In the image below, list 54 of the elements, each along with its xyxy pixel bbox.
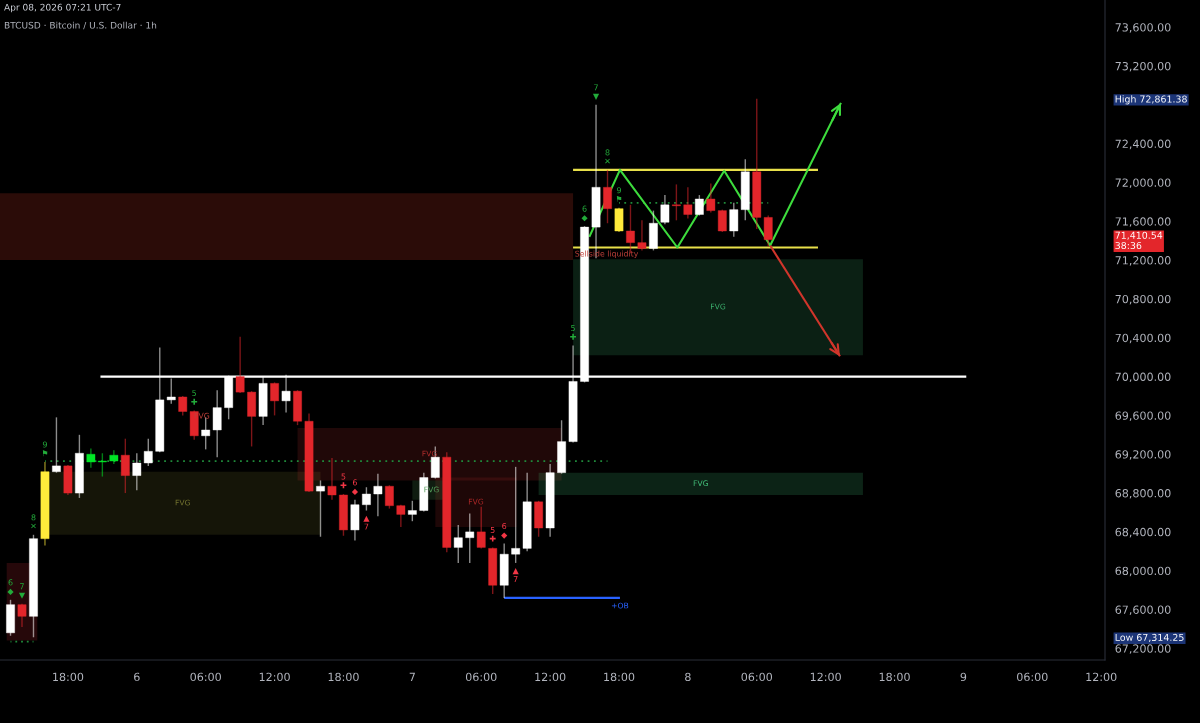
- y-tick-label: 71,410.54 38:36: [1115, 231, 1163, 250]
- x-tick-label: 8: [685, 672, 691, 682]
- y-tick-label: High 72,861.38: [1115, 95, 1187, 105]
- annotation: 9 ⚑: [616, 187, 622, 202]
- y-tick-label: 73,600.00: [1115, 23, 1171, 33]
- x-tick-label: 12:00: [259, 672, 290, 682]
- y-tick-label: Low 67,314.25: [1115, 633, 1184, 642]
- annotation: ▲ 7: [363, 515, 370, 530]
- annotation: 8 ✕: [605, 149, 610, 164]
- annotation: 5 ✚: [340, 473, 347, 489]
- annotation: 9 ⚑: [42, 441, 48, 457]
- annotation: 7 ▼: [592, 84, 600, 100]
- annotation: 6 ◆: [351, 479, 359, 495]
- annotation: 5 ✚: [570, 325, 576, 340]
- x-tick-label: 6: [134, 672, 140, 682]
- y-tick-label: 69,200.00: [1115, 450, 1171, 460]
- x-tick-label: 18:00: [53, 672, 84, 682]
- y-tick-label: 68,800.00: [1115, 489, 1171, 499]
- x-tick-label: 06:00: [741, 672, 773, 682]
- y-tick-label: 68,400.00: [1115, 527, 1171, 538]
- candlestick: [614, 207, 624, 233]
- text: BTCUSD · Bitcoin / U.S. Dollar · 1h: [4, 21, 157, 30]
- chart-subtitle: Apr 08, 2026 07:21 UTC-7: [4, 3, 121, 13]
- annotation: 5 ✚: [489, 526, 496, 542]
- annotation: 6 ◆: [581, 205, 588, 222]
- y-tick-label: 69,600.00: [1115, 411, 1171, 421]
- y-tick-label: 73,200.00: [1115, 61, 1171, 72]
- y-tick-label: 70,400.00: [1115, 333, 1171, 344]
- y-tick-label: 67,200.00: [1115, 644, 1171, 654]
- annotation: 5 ✚: [191, 390, 198, 405]
- y-tick-label: 71,600.00: [1115, 217, 1171, 227]
- x-tick-label: 9: [960, 672, 967, 682]
- annotation: 7 ▼: [18, 583, 26, 599]
- y-tick-label: 70,000.00: [1115, 372, 1171, 383]
- y-tick-label: 68,000.00: [1115, 566, 1171, 577]
- x-tick-label: 06:00: [465, 672, 497, 682]
- x-tick-label: 18:00: [879, 672, 910, 682]
- x-tick-label: 12:00: [1086, 672, 1117, 682]
- x-tick-label: 18:00: [604, 672, 635, 682]
- x-tick-label: 7: [409, 672, 415, 681]
- annotation: 6 ◆: [7, 579, 14, 595]
- x-tick-label: 18:00: [328, 672, 359, 682]
- annotation: 6 ◆: [501, 522, 508, 539]
- y-tick-label: 67,600.00: [1115, 605, 1171, 616]
- x-tick-label: 06:00: [190, 672, 221, 682]
- x-tick-label: 06:00: [1017, 672, 1048, 682]
- x-tick-label: 12:00: [810, 672, 841, 682]
- x-tick-label: 12:00: [535, 672, 566, 682]
- annotation: 8 ✕: [31, 514, 36, 529]
- annotation: ▲ 7: [512, 568, 519, 582]
- y-tick-label: 70,800.00: [1115, 294, 1171, 305]
- y-tick-label: 72,000.00: [1115, 178, 1171, 188]
- y-tick-label: 71,200.00: [1115, 256, 1171, 266]
- y-tick-label: 72,400.00: [1115, 139, 1171, 150]
